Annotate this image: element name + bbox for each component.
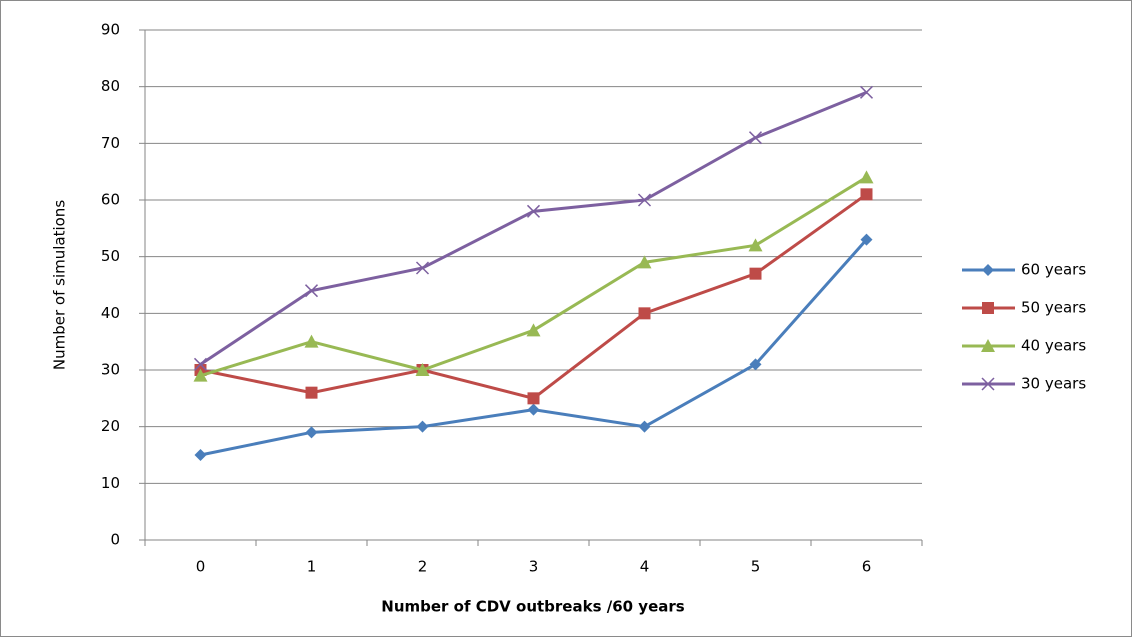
x-tick-label: 5: [751, 558, 761, 576]
marker: [305, 386, 318, 399]
marker: [526, 323, 541, 337]
marker: [416, 420, 429, 433]
y-axis-title: Number of simulations: [51, 200, 69, 370]
x-tick-label: 3: [529, 558, 539, 576]
marker: [860, 233, 873, 246]
marker: [638, 420, 651, 433]
legend-marker: [982, 264, 994, 276]
x-tick-label: 4: [640, 558, 650, 576]
marker: [305, 426, 318, 439]
x-tick-label: 0: [196, 558, 206, 576]
marker: [859, 85, 874, 99]
marker: [638, 307, 651, 320]
y-tick-label: 90: [101, 21, 120, 39]
x-tick-label: 2: [418, 558, 428, 576]
y-tick-label: 60: [101, 191, 120, 209]
marker: [526, 204, 541, 218]
y-tick-label: 50: [101, 247, 120, 265]
marker: [304, 334, 319, 348]
y-tick-label: 20: [101, 417, 120, 435]
marker: [749, 267, 762, 280]
marker: [748, 131, 763, 145]
marker: [637, 255, 652, 269]
marker: [193, 357, 208, 371]
legend-marker: [981, 377, 995, 391]
y-tick-label: 40: [101, 304, 120, 322]
x-tick-label: 1: [307, 558, 317, 576]
y-tick-label: 0: [110, 531, 120, 549]
marker: [748, 238, 763, 252]
y-tick-label: 80: [101, 77, 120, 95]
marker: [749, 358, 762, 371]
marker: [193, 368, 208, 382]
y-tick-label: 30: [101, 361, 120, 379]
legend-marker: [981, 339, 995, 352]
legend-marker: [982, 302, 994, 314]
marker: [527, 392, 540, 405]
marker: [860, 188, 873, 201]
legend-label: 60 years: [1021, 261, 1086, 279]
legend-label: 50 years: [1021, 299, 1086, 317]
marker: [194, 449, 207, 461]
y-tick-label: 70: [101, 134, 120, 152]
marker: [304, 284, 319, 298]
legend-label: 30 years: [1021, 375, 1086, 393]
legend-label: 40 years: [1021, 337, 1086, 355]
marker: [415, 363, 430, 376]
marker: [637, 193, 652, 207]
x-tick-label: 6: [862, 558, 872, 576]
marker: [859, 170, 874, 184]
marker: [527, 403, 540, 416]
y-tick-label: 10: [101, 474, 120, 492]
x-axis-title: Number of CDV outbreaks /60 years: [381, 598, 684, 616]
marker: [415, 261, 430, 275]
